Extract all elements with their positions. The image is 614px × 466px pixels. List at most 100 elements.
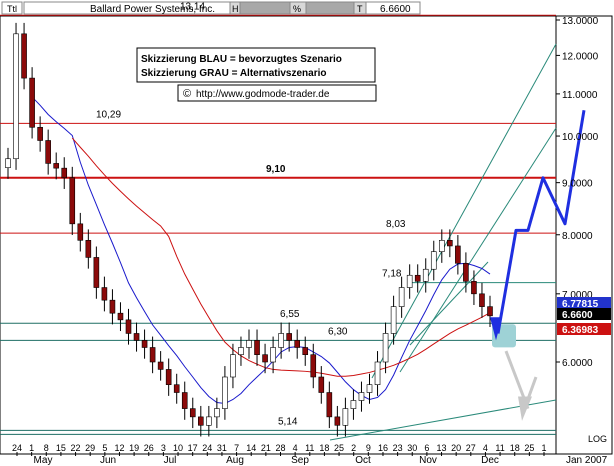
x-tick-label: 8: [44, 443, 49, 453]
x-tick-label: 18: [510, 443, 520, 453]
x-tick-label: 3: [161, 443, 166, 453]
x-tick-label: 5: [102, 443, 107, 453]
candle-body: [173, 384, 180, 393]
candle-body: [463, 262, 469, 282]
candle-body: [37, 126, 43, 141]
candle-body: [390, 306, 397, 334]
x-tick-label: 19: [129, 443, 139, 453]
x-tick-label: 12: [114, 443, 124, 453]
horizontal-levels-layer: [0, 14, 556, 435]
x-tick-label: 16: [378, 443, 388, 453]
x-tick-label: 7: [234, 443, 239, 453]
candle-body: [77, 223, 84, 241]
x-tick-label: 17: [188, 443, 198, 453]
level-label: 13,14: [180, 1, 205, 12]
y-tick-label: 10.0000: [562, 132, 599, 143]
candle-body: [181, 392, 188, 409]
candle-body: [69, 177, 76, 225]
candle-body: [350, 400, 357, 409]
candle-body: [61, 167, 68, 179]
x-tick-label: 1: [541, 443, 546, 453]
x-tick-label: 4: [293, 443, 298, 453]
last-price-tag-text: 6.77815: [562, 299, 599, 310]
candle-body: [45, 140, 51, 164]
candle-body: [149, 347, 156, 363]
last-price-tag-text: 6.6600: [562, 310, 593, 321]
candle-body: [5, 158, 11, 168]
candle-body: [206, 416, 212, 426]
candle-body: [157, 361, 164, 370]
scenario-blue-arrowhead: [490, 317, 502, 341]
x-tick-label: 31: [217, 443, 227, 453]
info-box-frame: [136, 47, 376, 83]
x-tick-label: 18: [319, 443, 329, 453]
level-label: 7,18: [382, 269, 402, 280]
candle-body: [214, 408, 220, 418]
info-box: Skizzierung BLAU = bevorzugtes Szenario …: [136, 47, 377, 102]
candle-body: [270, 347, 276, 363]
y-tick-label: 7.0000: [562, 290, 593, 301]
scenario-gray-arrowhead: [518, 396, 532, 421]
x-tick-label: 10: [173, 443, 183, 453]
channel-line: [329, 399, 557, 441]
y-axis-labels-layer: 13.0000 12.0000 11.0000 10.0000 9.0000 8.0000…: [556, 16, 611, 369]
y-tick-label: 13.0000: [562, 16, 599, 27]
candle-body: [334, 416, 341, 426]
level-label: 10,29: [96, 109, 121, 120]
x-tick-label: 21: [261, 443, 271, 453]
candle-body: [430, 251, 437, 270]
candle-body: [278, 333, 284, 348]
x-tick-label: 14: [246, 443, 256, 453]
x-month-label: Jun: [100, 455, 116, 466]
year-label: Jan 2007: [566, 455, 608, 466]
candle-body: [117, 312, 124, 321]
candle-body: [382, 333, 389, 363]
x-tick-label: 25: [334, 443, 344, 453]
x-tick-label: 29: [85, 443, 95, 453]
x-tick-label: 20: [451, 443, 461, 453]
candle-body: [21, 33, 27, 79]
candle-body: [189, 408, 196, 418]
x-month-label: Jul: [164, 455, 177, 466]
y-tick-label: 11.0000: [562, 90, 598, 101]
url-box-frame: [177, 84, 377, 102]
x-axis-labels-layer: 24 1 8 15 22 29 5 12 19 26 3 10 17 24 31 7 14 21 28 4 11 18 25…: [12, 443, 547, 466]
header-last-value: 6.6600: [380, 4, 411, 15]
x-tick-label: 24: [202, 443, 212, 453]
last-price-tag-text: 6.36983: [562, 325, 599, 336]
header-field-h-value: [239, 1, 291, 15]
source-url[interactable]: http://www.godmode-trader.de: [196, 89, 330, 100]
candle-body: [254, 340, 260, 355]
candle-body: [487, 306, 493, 317]
y-tick-label: 9.0000: [562, 179, 593, 190]
copyright-icon: ©: [183, 88, 191, 100]
y-tick-label: 12.0000: [562, 51, 599, 62]
candle-body: [302, 347, 309, 355]
channel-line: [371, 43, 557, 379]
x-month-label: Aug: [226, 455, 244, 466]
header-h-text: H: [232, 4, 239, 14]
x-tick-label: 25: [524, 443, 534, 453]
header-security-name: Ballard Power Systems, Inc.: [90, 4, 215, 15]
candle-body: [238, 347, 244, 355]
log-scale-label: LOG: [588, 434, 607, 444]
x-tick-label: 11: [305, 443, 314, 453]
header-field-pct-value: [305, 1, 355, 15]
candle-body: [310, 354, 317, 378]
level-label: 8,03: [386, 219, 406, 230]
candle-body: [53, 163, 60, 169]
info-line-blue: Skizzierung BLAU = bevorzugtes Szenario: [141, 54, 342, 65]
header-field-ttl: [1, 1, 23, 15]
candle-body: [85, 240, 92, 258]
level-label: 6,30: [328, 326, 348, 337]
x-tick-label: 24: [12, 443, 22, 453]
x-month-label: May: [34, 455, 53, 466]
candle-body: [342, 408, 349, 426]
candle-body: [447, 240, 453, 247]
level-labels-layer: 13,14 10,29 9,10 8,03 7,18 6,55 6,30 5,14: [96, 1, 406, 427]
candle-body: [262, 354, 268, 363]
candle-body: [101, 287, 108, 301]
level-label: 6,55: [280, 309, 300, 320]
last-price-tag: [557, 308, 611, 320]
